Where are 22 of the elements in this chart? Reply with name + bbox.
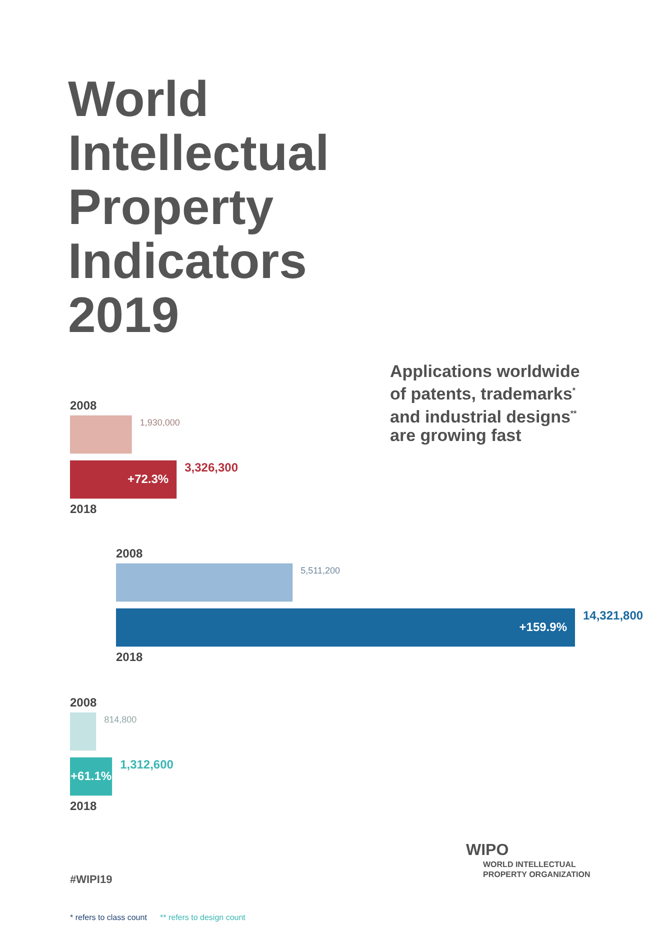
- annotation: +61.1%: [70, 768, 112, 783]
- text: ** refers to design count: [160, 913, 246, 922]
- y-tick-label: 2018: [116, 650, 144, 664]
- text: WIPO: [466, 842, 509, 860]
- text: #WIPI19: [70, 874, 112, 886]
- y-tick-label: 2008: [70, 398, 98, 413]
- annotation: +72.3%: [128, 472, 169, 486]
- data-label: 3,326,300: [184, 460, 238, 475]
- y-tick-label: 2008: [70, 696, 98, 710]
- data-label: 814,800: [104, 714, 137, 724]
- y-tick-label: 2018: [70, 798, 98, 813]
- data-label: 1,930,000: [140, 417, 180, 428]
- data-label: 1,312,600: [120, 758, 174, 772]
- text: WORLD INTELLECTUAL PROPERTY ORGANIZATION: [483, 860, 592, 880]
- text: Applications worldwide of patents, trademarks$^{*}$ and industrial designs$^{**}$ are growing fast: [390, 362, 580, 446]
- text: * refers to class count: [70, 913, 147, 922]
- data-label: 5,511,200: [300, 565, 340, 576]
- chart-title: World Intellectual Property Indicators 2019: [68, 71, 330, 343]
- y-tick-label: 2018: [70, 502, 98, 516]
- y-tick-label: 2008: [116, 546, 144, 561]
- annotation: +159.9%: [519, 620, 568, 634]
- data-label: 14,321,800: [583, 608, 644, 623]
